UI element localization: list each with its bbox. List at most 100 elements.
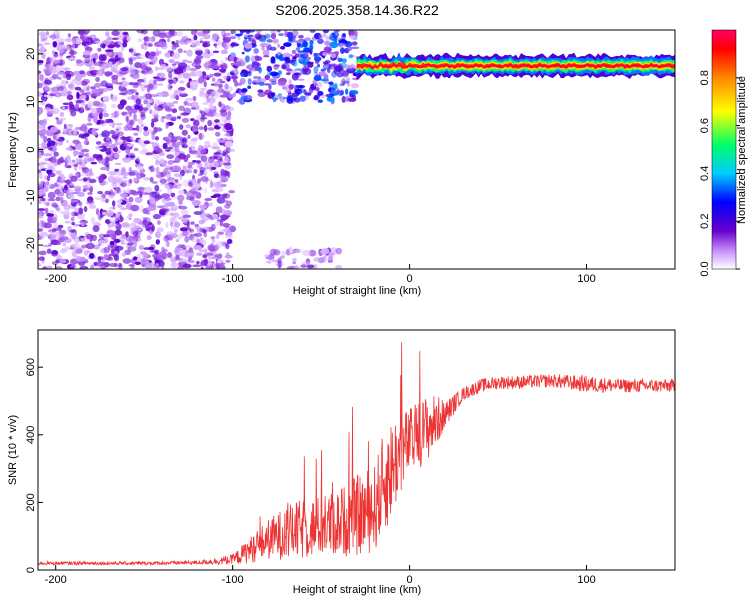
- spectrogram-blob: [70, 233, 77, 240]
- spectrogram-blob: [157, 220, 161, 226]
- spectrogram-blob: [128, 167, 132, 172]
- spectrogram-blob: [174, 179, 179, 183]
- spectrogram-blob: [225, 243, 230, 250]
- spectrogram-blob: [211, 252, 218, 259]
- spectrogram-blob: [90, 264, 95, 269]
- spectrogram-blob: [85, 233, 94, 240]
- spectrogram-blob: [207, 254, 212, 260]
- spectrogram-blob: [177, 265, 185, 269]
- spectrogram-blob: [270, 33, 277, 40]
- spectrogram-blob: [118, 236, 126, 242]
- spectrogram-blob: [299, 95, 306, 102]
- spectrogram-blob: [106, 37, 112, 41]
- spectrogram-blob: [38, 188, 45, 196]
- spectrogram-blob: [212, 142, 219, 148]
- spectrogram-blob: [57, 85, 64, 92]
- spectrogram-blob: [125, 105, 133, 111]
- spectrogram-blob: [111, 222, 119, 227]
- spectrogram-blob: [219, 64, 226, 69]
- spectrogram-blob: [208, 178, 212, 182]
- spectrogram-blob: [160, 77, 167, 80]
- spectrogram-blob: [74, 86, 82, 91]
- spectrogram-blob: [122, 31, 129, 36]
- spectrogram-blob: [294, 248, 303, 254]
- spectrogram-blob: [147, 211, 151, 216]
- spectrogram-blob: [190, 30, 197, 36]
- spectrogram-blob: [166, 146, 173, 150]
- spectrogram-blob: [184, 235, 190, 243]
- spectrogram-blob: [140, 123, 145, 128]
- spectrogram-blob: [44, 79, 53, 85]
- spectrogram-blob: [330, 53, 337, 59]
- spectrogram-blob: [173, 221, 181, 228]
- spectrogram-blob: [53, 30, 61, 37]
- spectrogram-blob: [149, 94, 159, 98]
- spectrogram-blob: [190, 107, 198, 110]
- spectrogram-blob: [157, 254, 163, 261]
- spectrogram-blob: [108, 60, 113, 68]
- spectrogram-blob: [207, 144, 212, 148]
- spectrogram-blob: [308, 249, 317, 257]
- spectrogram-blob: [167, 83, 173, 91]
- spectrogram-blob: [219, 80, 226, 84]
- spectrogram-blob: [61, 105, 66, 109]
- spectrogram-blob: [171, 108, 178, 114]
- snr-y-ticks: 0 200 400 600: [25, 358, 43, 573]
- spectrogram-blob: [196, 226, 204, 234]
- spectrogram-blob: [55, 117, 59, 120]
- spectrogram-blob: [204, 170, 208, 177]
- spectrogram-blob: [165, 240, 170, 248]
- spectrogram-blob: [69, 229, 76, 233]
- spectrogram-blob: [85, 242, 95, 250]
- spectrogram-blob: [198, 173, 203, 177]
- spectrogram-blob: [213, 43, 217, 47]
- spectrogram-blob: [64, 105, 68, 109]
- spectrogram-blob: [277, 93, 282, 97]
- spectrogram-blob: [112, 206, 116, 210]
- spectrogram-blob: [220, 168, 225, 175]
- spectrogram-blob: [76, 91, 80, 99]
- spectrogram-blob: [148, 99, 153, 103]
- spectrogram-blob: [159, 210, 166, 216]
- spectrogram-blob: [338, 42, 343, 47]
- spectrogram-blob: [160, 64, 167, 67]
- spectrogram-blob: [38, 143, 42, 146]
- spectrogram-blob: [303, 89, 307, 95]
- spectrogram-blob: [189, 81, 197, 87]
- y-tick-label: 20: [25, 48, 37, 60]
- spectrogram-blob: [214, 244, 219, 251]
- spectrogram-blob: [81, 80, 88, 86]
- spectrogram-blob: [102, 95, 110, 103]
- spectrogram-blob: [114, 152, 121, 159]
- spectrogram-blob: [55, 207, 61, 211]
- spectrogram-blob: [222, 223, 231, 226]
- spectrogram-blob: [338, 42, 347, 48]
- spectrogram-blob: [65, 156, 71, 164]
- spectrogram-blob: [243, 34, 248, 38]
- spectrogram-blob: [117, 137, 123, 143]
- spectrogram-blob: [342, 80, 350, 84]
- spectrogram-blob: [177, 233, 183, 240]
- spectrogram-blob: [213, 93, 221, 99]
- spectrogram-blob: [213, 81, 219, 88]
- spectrogram-blob: [83, 30, 90, 34]
- spectrogram-blob: [134, 56, 142, 60]
- spectrogram-blob: [38, 151, 42, 159]
- spectrogram-blob: [45, 31, 50, 36]
- colorbar-tick-label: 0.8: [699, 70, 711, 85]
- spectrogram-blob: [194, 40, 201, 46]
- spectrogram-blob: [128, 196, 134, 203]
- spectrogram-blob: [38, 222, 42, 228]
- spectrogram-blob: [73, 128, 77, 136]
- spectrogram-blob: [103, 253, 109, 260]
- spectrogram-blob: [226, 75, 231, 82]
- spectrogram-blob: [200, 155, 208, 162]
- spectrogram-blob: [67, 57, 76, 60]
- spectrogram-blob: [339, 83, 345, 87]
- spectrogram-blob: [134, 104, 141, 110]
- spectrogram-blob: [39, 172, 43, 180]
- spectrogram-blob: [146, 235, 152, 241]
- spectrogram-blob: [179, 258, 187, 263]
- spectrogram-blob: [317, 90, 324, 96]
- spectrogram-blob: [166, 154, 175, 160]
